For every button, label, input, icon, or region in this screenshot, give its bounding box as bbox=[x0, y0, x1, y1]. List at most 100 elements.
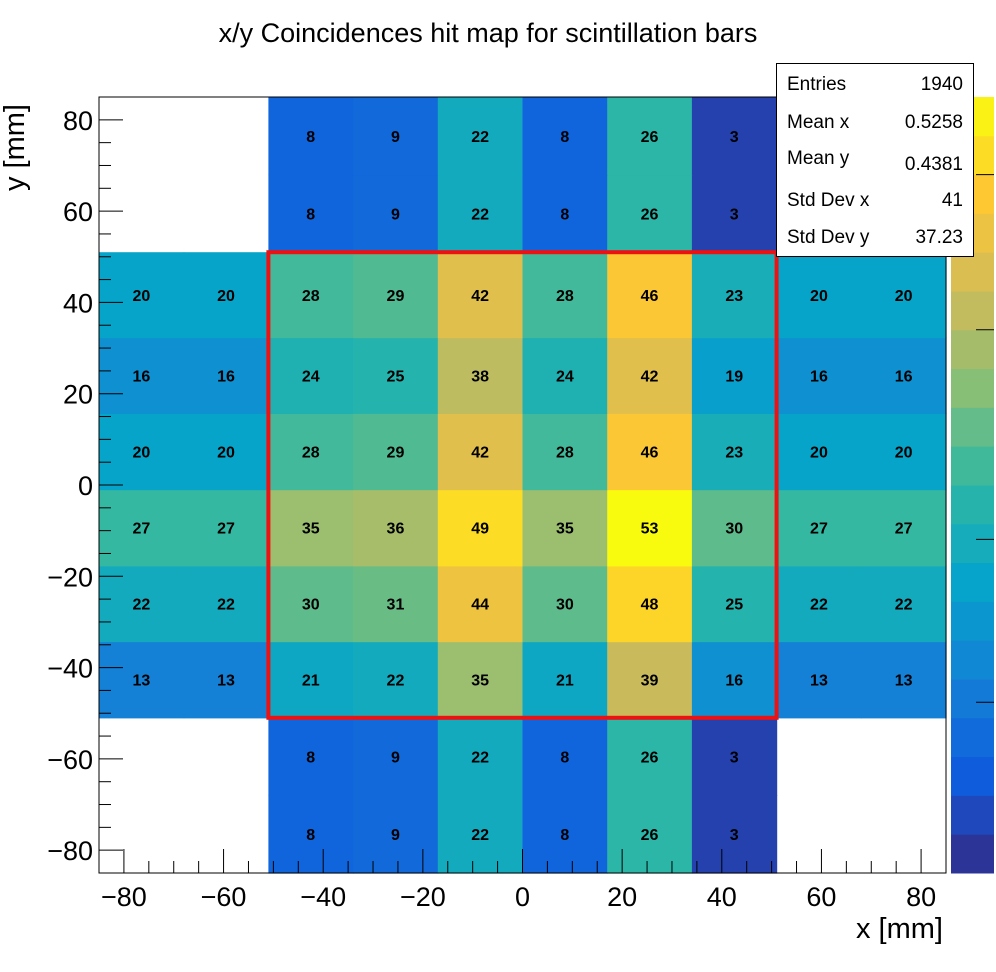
heatmap-cell bbox=[691, 641, 778, 719]
region-outline bbox=[266, 250, 779, 720]
stats-mean-y-value: 0.4381 bbox=[904, 154, 963, 175]
heatmap-cell bbox=[353, 174, 439, 253]
heatmap-cell bbox=[268, 565, 354, 643]
cell-value-label: 22 bbox=[471, 206, 489, 223]
cell-value-label: 22 bbox=[387, 673, 405, 690]
cell-value-label: 16 bbox=[895, 368, 913, 385]
cell-value-label: 44 bbox=[471, 597, 489, 614]
cell-value-label: 20 bbox=[810, 288, 828, 305]
cell-value-label: 39 bbox=[641, 673, 659, 690]
cell-value-label: 38 bbox=[471, 368, 489, 385]
stats-std-x-label: Std Dev x bbox=[787, 190, 870, 211]
cell-value-label: 21 bbox=[302, 673, 320, 690]
cell-value-label: 3 bbox=[730, 827, 739, 844]
heatmap-cell bbox=[183, 413, 269, 491]
palette-step bbox=[951, 485, 994, 525]
palette-step bbox=[951, 717, 994, 758]
cell-value-label: 9 bbox=[391, 750, 400, 767]
heatmap-cell bbox=[776, 337, 862, 414]
x-tick-label: −20 bbox=[400, 882, 446, 912]
heatmap-cell bbox=[691, 795, 778, 874]
heatmap-cell bbox=[437, 565, 524, 643]
stats-std-x-value: 41 bbox=[941, 190, 963, 211]
heatmap-cell bbox=[437, 413, 524, 491]
heatmap-cell bbox=[861, 641, 947, 719]
heatmap-cell bbox=[861, 337, 947, 414]
y-axis: −80 −60 −40 −20 0 20 40 60 80 bbox=[47, 96, 123, 866]
heatmap-cell bbox=[607, 252, 693, 339]
stats-entries-label: Entries bbox=[787, 74, 847, 95]
cell-value-label: 28 bbox=[556, 444, 574, 461]
palette-step bbox=[951, 368, 994, 408]
cell-value-label: 8 bbox=[560, 129, 569, 146]
cell-value-label: 8 bbox=[306, 129, 315, 146]
y-tick-label: 20 bbox=[63, 380, 93, 410]
heatmap-cell bbox=[607, 97, 693, 176]
heatmap-cell bbox=[776, 413, 862, 491]
cell-value-label: 16 bbox=[217, 368, 235, 385]
chart-title: x/y Coincidences hit map for scintillati… bbox=[219, 18, 758, 48]
heatmap-cell bbox=[691, 717, 778, 796]
heatmap-cell bbox=[353, 97, 439, 176]
heatmap-cell bbox=[776, 565, 862, 643]
heatmap-cell bbox=[522, 565, 608, 643]
cell-value-label: 26 bbox=[641, 827, 659, 844]
heatmap-cell bbox=[99, 337, 185, 414]
cell-value-label: 28 bbox=[302, 444, 320, 461]
palette-step bbox=[951, 291, 994, 331]
heatmap-cell bbox=[353, 565, 439, 643]
cell-value-label: 22 bbox=[810, 597, 828, 614]
heatmap-cell bbox=[183, 489, 269, 567]
heatmap-cell bbox=[183, 565, 269, 643]
heatmap-cell bbox=[437, 252, 524, 339]
cell-value-label: 16 bbox=[725, 673, 743, 690]
heatmap-cell bbox=[861, 489, 947, 567]
cell-value-label: 49 bbox=[471, 521, 489, 538]
heatmap-cell bbox=[691, 413, 778, 491]
heatmap-cell bbox=[268, 641, 354, 719]
cell-value-label: 53 bbox=[641, 521, 659, 538]
color-palette-bar bbox=[951, 97, 994, 874]
x-tick-label: 40 bbox=[707, 882, 737, 912]
heatmap-cell bbox=[522, 97, 608, 176]
palette-step bbox=[951, 601, 994, 641]
heatmap-cell bbox=[353, 641, 439, 719]
cell-value-label: 20 bbox=[132, 444, 150, 461]
cell-value-label: 21 bbox=[556, 673, 574, 690]
cell-value-label: 19 bbox=[725, 368, 743, 385]
cell-value-label: 26 bbox=[641, 750, 659, 767]
stats-std-y-value: 37.23 bbox=[915, 227, 963, 248]
cell-value-label: 29 bbox=[387, 444, 405, 461]
cell-value-label: 20 bbox=[217, 444, 235, 461]
cell-value-label: 48 bbox=[641, 597, 659, 614]
heatmap-cell bbox=[607, 489, 693, 567]
cell-value-label: 30 bbox=[556, 597, 574, 614]
y-tick-label: −20 bbox=[47, 562, 93, 592]
heatmap-cell bbox=[522, 795, 608, 874]
heatmap-cell bbox=[437, 337, 524, 414]
cell-value-label: 35 bbox=[471, 673, 489, 690]
cell-value-label: 13 bbox=[132, 673, 150, 690]
palette-step bbox=[951, 795, 994, 835]
cell-value-label: 20 bbox=[132, 288, 150, 305]
cell-value-label: 8 bbox=[560, 827, 569, 844]
cell-value-label: 26 bbox=[641, 206, 659, 223]
x-tick-label: −40 bbox=[300, 882, 346, 912]
heatmap-cell bbox=[607, 337, 693, 414]
cell-value-label: 30 bbox=[725, 521, 743, 538]
heatmap-cell bbox=[437, 641, 524, 719]
heatmap-cell bbox=[268, 489, 354, 567]
cell-value-label: 22 bbox=[217, 597, 235, 614]
heatmap-cell bbox=[607, 717, 693, 796]
heatmap-cell bbox=[522, 174, 608, 253]
x-tick-label: 80 bbox=[906, 882, 936, 912]
heatmap-cell bbox=[691, 252, 778, 339]
heatmap-cell bbox=[268, 717, 354, 796]
cell-value-label: 35 bbox=[556, 521, 574, 538]
cell-value-label: 20 bbox=[895, 444, 913, 461]
stats-std-y-row: Std Dev y 37.23 bbox=[787, 227, 963, 251]
heatmap-cell bbox=[99, 489, 185, 567]
heatmap-cell bbox=[607, 413, 693, 491]
